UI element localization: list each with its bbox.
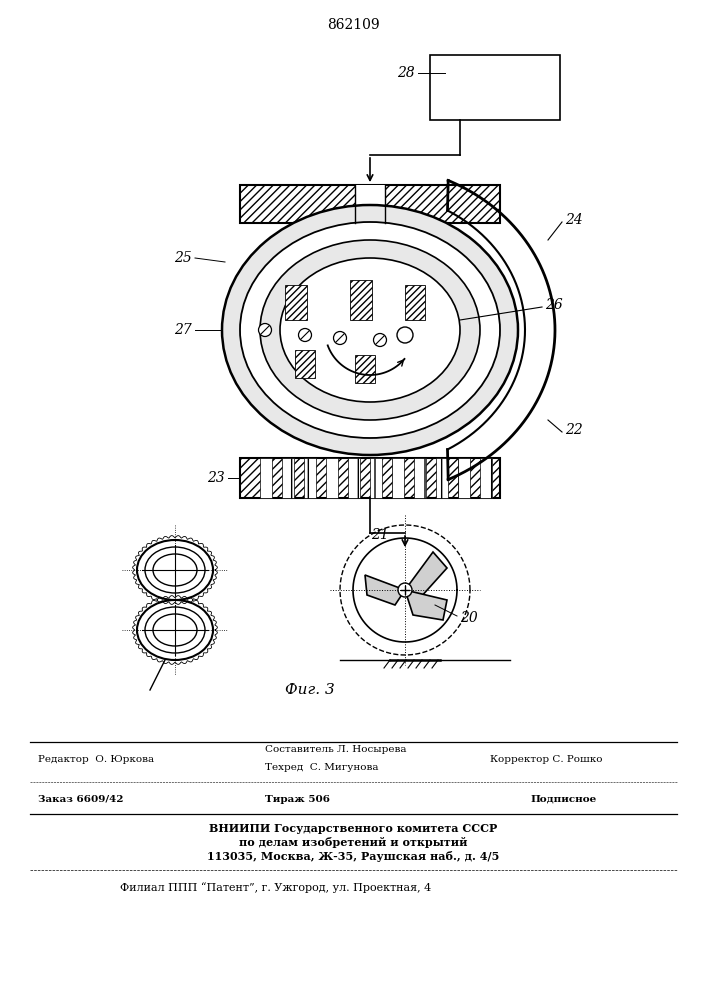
Bar: [355, 355, 375, 383]
Text: Тираж 506: Тираж 506: [265, 794, 330, 804]
Text: 862109: 862109: [327, 18, 380, 32]
Bar: [430, 55, 560, 120]
Bar: [355, 185, 385, 223]
Text: 113035, Москва, Ж-35, Раушская наб., д. 4/5: 113035, Москва, Ж-35, Раушская наб., д. …: [207, 852, 499, 862]
Text: Филиал ППП “Патент”, г. Ужгород, ул. Проектная, 4: Филиал ППП “Патент”, г. Ужгород, ул. Про…: [120, 883, 431, 893]
Polygon shape: [365, 575, 405, 605]
Bar: [326, 458, 338, 498]
Text: Составитель Л. Носырева: Составитель Л. Носырева: [265, 746, 407, 754]
Bar: [240, 458, 500, 498]
Ellipse shape: [240, 222, 500, 438]
Bar: [348, 458, 360, 498]
Circle shape: [298, 328, 312, 342]
Polygon shape: [405, 552, 447, 598]
Ellipse shape: [145, 607, 205, 653]
Text: Фиг. 3: Фиг. 3: [285, 683, 335, 697]
Circle shape: [397, 327, 413, 343]
Bar: [260, 458, 272, 498]
Bar: [240, 185, 500, 223]
Bar: [370, 458, 382, 498]
Text: Подписное: Подписное: [530, 794, 596, 804]
Text: Редактор  О. Юркова: Редактор О. Юркова: [38, 756, 154, 764]
Text: Техред  С. Мигунова: Техред С. Мигунова: [265, 764, 378, 772]
Circle shape: [373, 334, 387, 347]
Text: Корректор С. Рошко: Корректор С. Рошко: [490, 756, 602, 764]
Bar: [436, 458, 448, 498]
Ellipse shape: [137, 540, 213, 600]
Text: 24: 24: [565, 213, 583, 227]
Text: ВНИИПИ Государственного комитета СССР: ВНИИПИ Государственного комитета СССР: [209, 824, 497, 834]
Text: 28: 28: [397, 66, 415, 80]
Bar: [295, 350, 315, 378]
Ellipse shape: [222, 205, 518, 455]
Ellipse shape: [137, 600, 213, 660]
Circle shape: [259, 324, 271, 336]
Bar: [350, 280, 372, 320]
Ellipse shape: [153, 554, 197, 586]
Ellipse shape: [260, 240, 480, 420]
Text: Заказ 6609/42: Заказ 6609/42: [38, 794, 124, 804]
Bar: [414, 458, 426, 498]
Ellipse shape: [145, 547, 205, 593]
Bar: [405, 285, 425, 320]
Bar: [285, 285, 307, 320]
Polygon shape: [405, 590, 447, 620]
Text: 27: 27: [174, 323, 192, 337]
Text: 22: 22: [565, 423, 583, 437]
Bar: [282, 458, 294, 498]
Text: 26: 26: [545, 298, 563, 312]
Circle shape: [398, 583, 412, 597]
Text: 21: 21: [371, 528, 389, 542]
Ellipse shape: [280, 258, 460, 402]
Bar: [480, 458, 492, 498]
Text: по делам изобретений и открытий: по делам изобретений и открытий: [239, 838, 467, 848]
Ellipse shape: [153, 614, 197, 646]
Circle shape: [334, 332, 346, 344]
Text: 25: 25: [174, 251, 192, 265]
Text: 23: 23: [207, 471, 225, 485]
Bar: [304, 458, 316, 498]
Bar: [392, 458, 404, 498]
Bar: [458, 458, 470, 498]
Text: 20: 20: [460, 611, 478, 625]
